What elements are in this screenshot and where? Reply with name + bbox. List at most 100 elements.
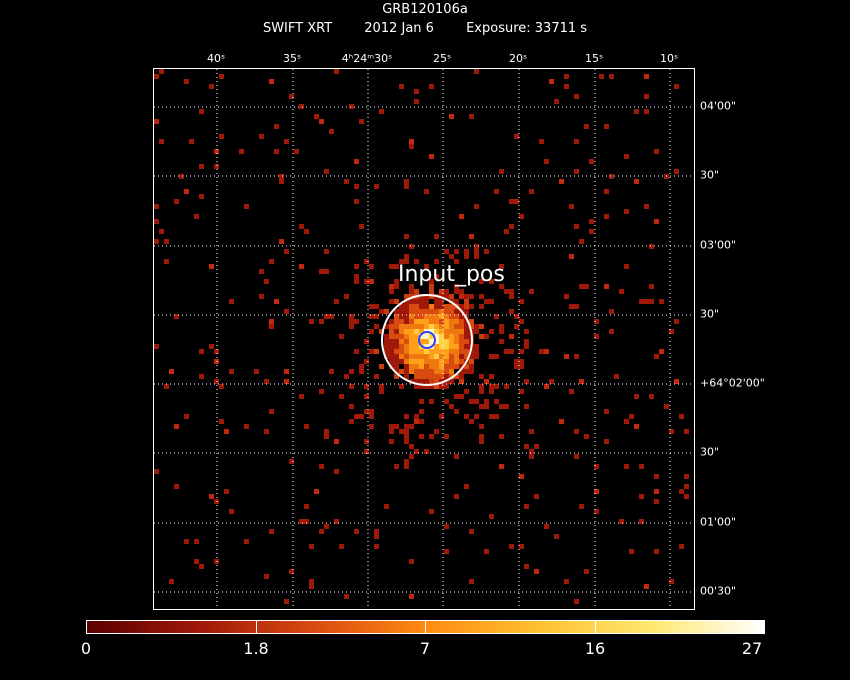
count-pixel [199,164,204,169]
count-pixel [419,349,424,354]
count-pixel [374,184,379,189]
count-pixel [389,339,394,344]
count-pixel [564,579,569,584]
count-pixel [324,434,329,439]
count-pixel [539,139,544,144]
count-pixel [159,139,164,144]
dec-tick-label: 04'00" [700,99,737,113]
count-pixel [444,434,449,439]
count-pixel [399,84,404,89]
count-pixel [514,359,519,364]
count-pixel [644,109,649,114]
count-pixel [429,384,434,389]
count-pixel [184,414,189,419]
count-pixel [644,299,649,304]
count-pixel [654,549,659,554]
count-pixel [539,349,544,354]
count-pixel [324,269,329,274]
count-pixel [504,349,509,354]
count-pixel [429,309,434,314]
count-pixel [194,214,199,219]
count-pixel [579,284,584,289]
count-pixel [449,379,454,384]
count-pixel [444,524,449,529]
count-pixel [434,364,439,369]
count-pixel [174,424,179,429]
count-pixel [409,354,414,359]
colorbar-tick [595,620,596,634]
count-pixel [524,564,529,569]
count-pixel [199,349,204,354]
count-pixel [459,354,464,359]
count-pixel [489,279,494,284]
count-pixel [604,214,609,219]
count-pixel [429,369,434,374]
count-pixel [364,279,369,284]
count-pixel [419,434,424,439]
count-pixel [464,249,469,254]
sky-image [154,69,694,609]
count-pixel [399,259,404,264]
count-pixel [444,374,449,379]
count-pixel [439,384,444,389]
count-pixel [369,409,374,414]
count-pixel [474,414,479,419]
count-pixel [499,339,504,344]
count-pixel [639,464,644,469]
count-pixel [164,239,169,244]
count-pixel [409,144,414,149]
count-pixel [594,509,599,514]
count-pixel [154,344,159,349]
count-pixel [359,414,364,419]
count-pixel [439,374,444,379]
count-pixel [404,254,409,259]
count-pixel [434,304,439,309]
count-pixel [154,239,159,244]
count-pixel [269,529,274,534]
count-pixel [559,419,564,424]
count-pixel [374,374,379,379]
count-pixel [409,359,414,364]
count-pixel [229,369,234,374]
count-pixel [309,579,314,584]
count-pixel [449,314,454,319]
count-pixel [469,364,474,369]
count-pixel [429,374,434,379]
count-pixel [479,324,484,329]
count-pixel [464,414,469,419]
count-pixel [444,334,449,339]
count-pixel [484,299,489,304]
count-pixel [444,369,449,374]
count-pixel [519,359,524,364]
count-pixel [334,469,339,474]
count-pixel [404,294,409,299]
count-pixel [389,349,394,354]
count-pixel [459,289,464,294]
count-pixel [429,279,434,284]
count-pixel [674,169,679,174]
count-pixel [419,364,424,369]
count-pixel [274,149,279,154]
count-pixel [594,334,599,339]
count-pixel [364,394,369,399]
count-pixel [164,384,169,389]
count-pixel [414,89,419,94]
ra-tick-label: 40ˢ [206,52,226,65]
count-pixel [349,369,354,374]
count-pixel [304,504,309,509]
count-pixel [309,584,314,589]
count-pixel [444,294,449,299]
count-pixel [299,104,304,109]
count-pixel [454,249,459,254]
count-pixel [624,209,629,214]
count-pixel [594,319,599,324]
date-label: 2012 Jan 6 [364,21,434,36]
count-pixel [569,304,574,309]
count-pixel [474,204,479,209]
count-pixel [284,139,289,144]
count-pixel [379,364,384,369]
count-pixel [489,354,494,359]
count-pixel [279,239,284,244]
count-pixel [414,334,419,339]
count-pixel [489,329,494,334]
